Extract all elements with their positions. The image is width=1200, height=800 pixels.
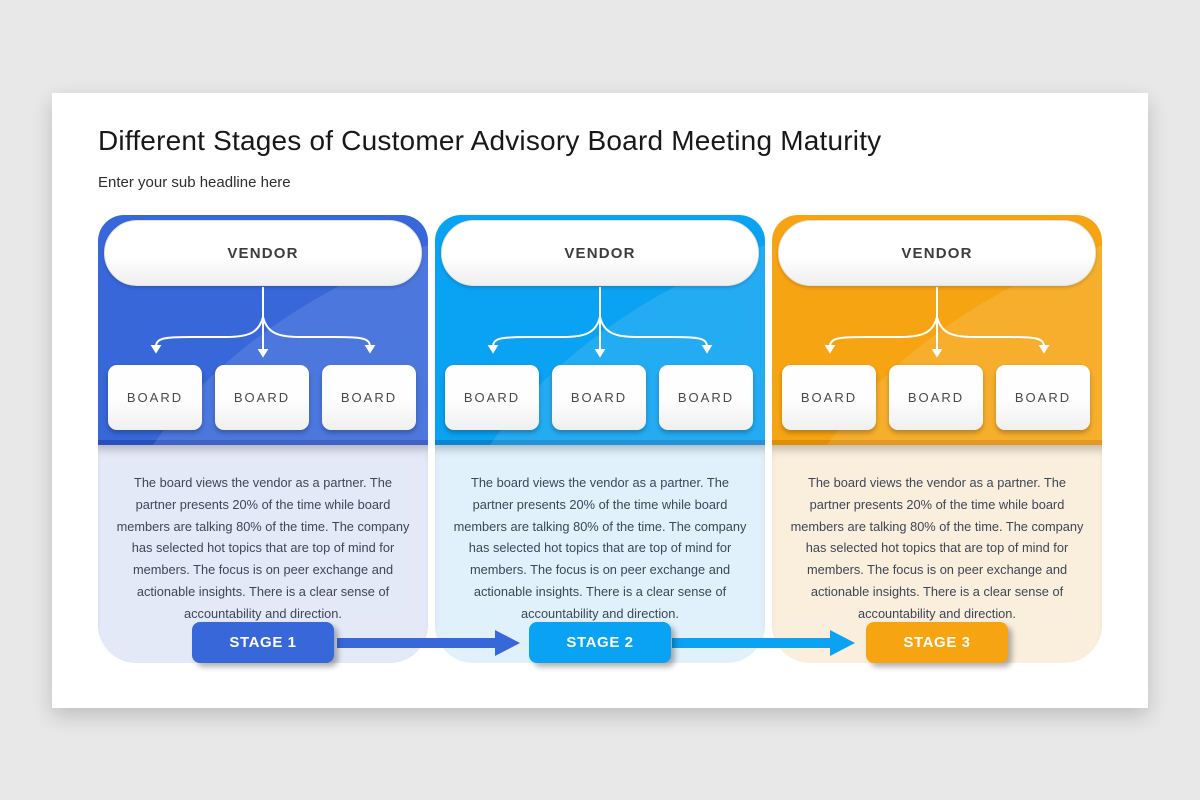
board-box: BOARD [996, 365, 1090, 430]
board-label: BOARD [570, 390, 628, 405]
board-box: BOARD [215, 365, 309, 430]
vendor-box: VENDOR [104, 220, 422, 286]
stage-description: The board views the vendor as a partner.… [116, 475, 410, 621]
board-label: BOARD [340, 390, 398, 405]
description-panel-3: The board views the vendor as a partner.… [772, 445, 1102, 663]
board-box: BOARD [445, 365, 539, 430]
stage-cards-row: VENDOR BOARD BOARD [98, 215, 1102, 663]
board-label: BOARD [233, 390, 291, 405]
vendor-box: VENDOR [441, 220, 759, 286]
board-box: BOARD [659, 365, 753, 430]
stage-description: The board views the vendor as a partner.… [453, 475, 747, 621]
board-box: BOARD [552, 365, 646, 430]
board-box: BOARD [322, 365, 416, 430]
board-box: BOARD [108, 365, 202, 430]
org-diagram-2: VENDOR BOARD BOARD [435, 215, 765, 445]
arrow-shaft [337, 638, 495, 648]
slide: Different Stages of Customer Advisory Bo… [52, 93, 1148, 708]
stage-card-2: VENDOR BOARD BOARD [435, 215, 765, 663]
stage-card-1: VENDOR BOARD BOARD [98, 215, 428, 663]
vendor-box: VENDOR [778, 220, 1096, 286]
stage-2-label: STAGE 2 [566, 634, 634, 651]
board-box: BOARD [782, 365, 876, 430]
board-label: BOARD [463, 390, 521, 405]
org-diagram-1: VENDOR BOARD BOARD [98, 215, 428, 445]
stage-card-3: VENDOR BOARD BOARD [772, 215, 1102, 663]
stage-2-badge: STAGE 2 [529, 622, 671, 663]
description-panel-2: The board views the vendor as a partner.… [435, 445, 765, 663]
arrow-head [495, 630, 520, 656]
page-subtitle: Enter your sub headline here [98, 174, 291, 191]
arrow-shaft [672, 638, 830, 648]
board-label: BOARD [126, 390, 184, 405]
stage-1-badge: STAGE 1 [192, 622, 334, 663]
stage-1-label: STAGE 1 [229, 634, 297, 651]
vendor-label: VENDOR [564, 244, 636, 262]
stage-description: The board views the vendor as a partner.… [790, 475, 1084, 621]
board-row: BOARD BOARD BOARD [445, 365, 753, 430]
page-title: Different Stages of Customer Advisory Bo… [98, 125, 882, 156]
board-row: BOARD BOARD BOARD [108, 365, 416, 430]
board-label: BOARD [800, 390, 858, 405]
connector-arrows-icon [824, 287, 1050, 358]
stage-3-label: STAGE 3 [903, 634, 971, 651]
vendor-label: VENDOR [901, 244, 973, 262]
board-label: BOARD [1014, 390, 1072, 405]
board-row: BOARD BOARD BOARD [782, 365, 1090, 430]
org-diagram-3: VENDOR BOARD BOARD [772, 215, 1102, 445]
connector-arrows-icon [487, 287, 713, 358]
arrow-head [830, 630, 855, 656]
description-panel-1: The board views the vendor as a partner.… [98, 445, 428, 663]
board-label: BOARD [907, 390, 965, 405]
connector-arrows-icon [150, 287, 376, 358]
board-label: BOARD [677, 390, 735, 405]
vendor-label: VENDOR [227, 244, 299, 262]
stage-3-badge: STAGE 3 [866, 622, 1008, 663]
board-box: BOARD [889, 365, 983, 430]
